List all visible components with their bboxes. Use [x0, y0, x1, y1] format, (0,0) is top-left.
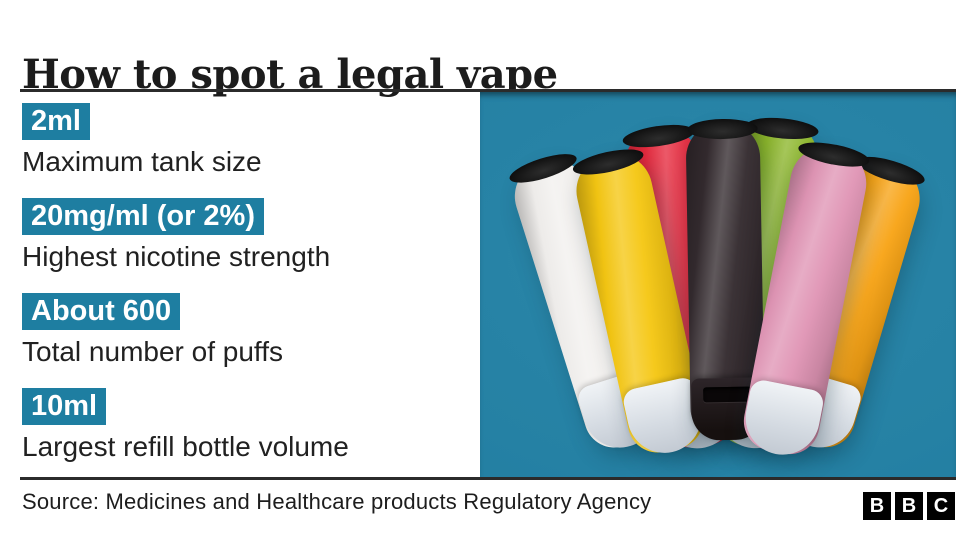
fact-value-badge: 20mg/ml (or 2%) — [22, 198, 264, 235]
bbc-logo-letter: B — [863, 492, 891, 520]
header-rule — [20, 89, 956, 92]
fact-item: 10ml Largest refill bottle volume — [22, 388, 462, 467]
fact-description: Maximum tank size — [22, 146, 262, 177]
facts-panel: 2ml Maximum tank size 20mg/ml (or 2%) Hi… — [22, 103, 462, 483]
fact-description: Total number of puffs — [22, 336, 283, 367]
bbc-logo: B B C — [863, 492, 955, 520]
fact-item: 2ml Maximum tank size — [22, 103, 462, 182]
bbc-logo-letter: B — [895, 492, 923, 520]
fact-item: 20mg/ml (or 2%) Highest nicotine strengt… — [22, 198, 462, 277]
vape-base-slot — [702, 386, 752, 403]
fact-value-badge: About 600 — [22, 293, 181, 330]
footer-rule — [20, 477, 956, 480]
fact-description: Largest refill bottle volume — [22, 431, 349, 462]
vape-photo — [480, 92, 956, 478]
vape-light-base — [739, 378, 826, 462]
fact-item: About 600 Total number of puffs — [22, 293, 462, 372]
fact-description: Highest nicotine strength — [22, 241, 331, 272]
fact-value-badge: 10ml — [22, 388, 107, 425]
bbc-logo-letter: C — [927, 492, 955, 520]
source-caption: Source: Medicines and Healthcare product… — [22, 489, 652, 514]
fact-value-badge: 2ml — [22, 103, 90, 140]
